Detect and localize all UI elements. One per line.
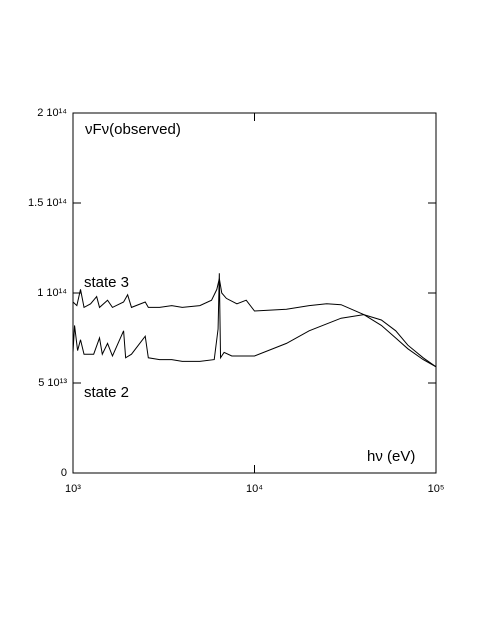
x-tick-label: 10⁴: [246, 483, 263, 495]
plot-frame: [72, 112, 437, 474]
series-label: state 2: [84, 384, 129, 401]
y-tick-label: 1 10¹⁴: [37, 287, 67, 299]
y-axis-label: νFν(observed): [85, 121, 181, 138]
y-tick-label: 5 10¹³: [38, 377, 67, 389]
series-label: state 3: [84, 274, 129, 291]
series-line: [72, 273, 437, 368]
x-axis-label: hν (eV): [367, 448, 415, 465]
x-tick-label: 10³: [65, 483, 81, 495]
y-tick-label: 0: [61, 467, 67, 479]
y-tick-label: 2 10¹⁴: [37, 107, 67, 119]
x-tick-label: 10⁵: [428, 483, 445, 495]
y-tick-label: 1.5 10¹⁴: [28, 197, 67, 209]
series-line: [72, 278, 437, 368]
